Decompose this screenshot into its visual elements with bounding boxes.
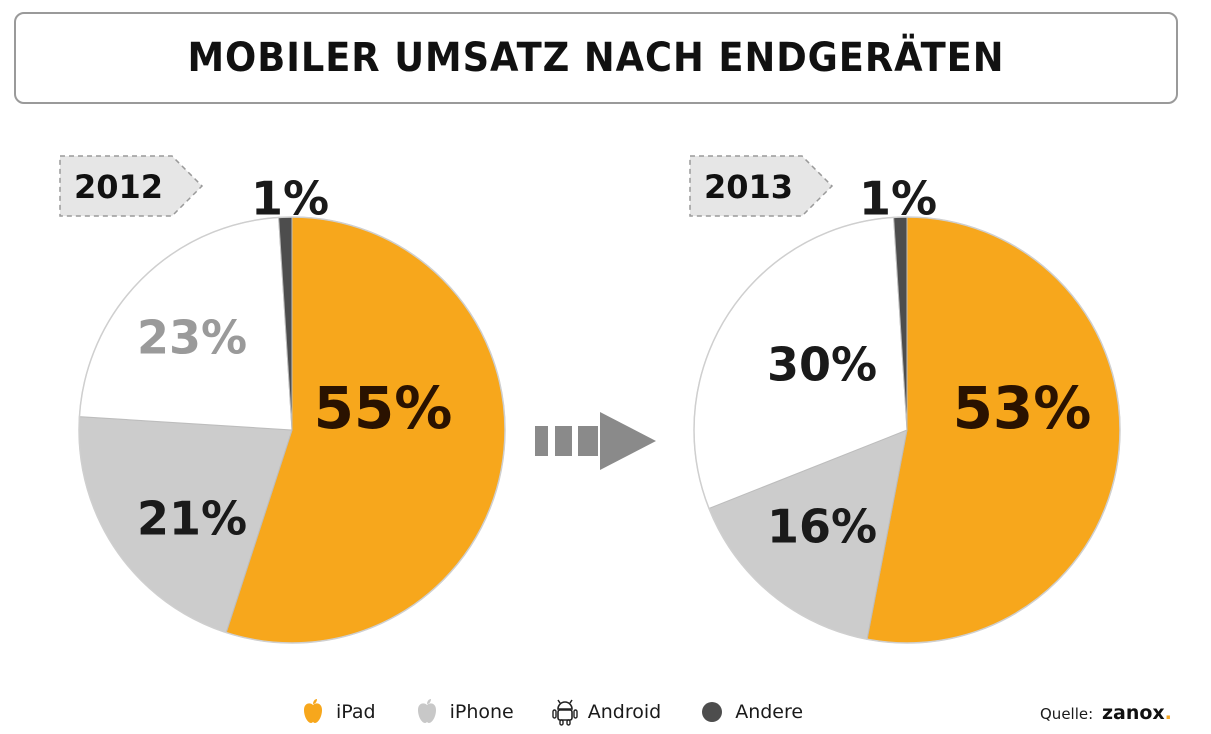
source-label: Quelle: bbox=[1040, 705, 1094, 723]
slice-label-andere: 1% bbox=[859, 172, 937, 226]
legend: iPad iPhone Android Andere bbox=[298, 696, 839, 728]
arrow-dash bbox=[535, 426, 548, 456]
legend-item-andere: Andere bbox=[697, 698, 803, 726]
slice-label-andere: 1% bbox=[251, 172, 329, 226]
transition-arrow-icon bbox=[535, 412, 656, 470]
legend-label: Android bbox=[587, 701, 662, 723]
slice-label-android: 23% bbox=[137, 311, 247, 365]
source-credit: Quelle: zanox. bbox=[1040, 702, 1172, 724]
slice-label-ipad: 53% bbox=[953, 374, 1092, 442]
slice-label-ipad: 55% bbox=[314, 374, 453, 442]
dot-icon bbox=[702, 702, 723, 722]
arrow-dash bbox=[555, 426, 572, 456]
legend-label: iPad bbox=[336, 701, 376, 723]
title-box: MOBILER UMSATZ NACH ENDGERÄTEN bbox=[14, 12, 1178, 104]
arrow-head bbox=[600, 412, 656, 470]
year-label: 2012 bbox=[74, 168, 163, 206]
legend-item-ipad: iPad bbox=[298, 698, 376, 726]
year-tag bbox=[689, 155, 834, 217]
slice-label-iphone: 21% bbox=[137, 492, 247, 546]
legend-label: iPhone bbox=[449, 701, 514, 723]
year-label: 2013 bbox=[704, 168, 793, 206]
apple-icon bbox=[417, 699, 436, 723]
source-brand-name: zanox bbox=[1101, 702, 1165, 724]
slice-label-android: 30% bbox=[767, 338, 877, 392]
legend-item-iphone: iPhone bbox=[412, 698, 514, 726]
legend-item-android: Android bbox=[550, 698, 661, 726]
arrow-dash bbox=[578, 426, 598, 456]
android-icon bbox=[552, 699, 578, 726]
pie-outline bbox=[693, 216, 1121, 644]
legend-label: Andere bbox=[735, 701, 804, 723]
pie-outline bbox=[78, 216, 506, 644]
slice-label-iphone: 16% bbox=[767, 500, 877, 554]
source-brand: zanox. bbox=[1102, 702, 1172, 724]
chart-title: MOBILER UMSATZ NACH ENDGERÄTEN bbox=[187, 35, 1005, 81]
apple-icon bbox=[304, 699, 322, 723]
source-brand-dot: . bbox=[1164, 702, 1172, 724]
year-tag bbox=[59, 155, 204, 217]
